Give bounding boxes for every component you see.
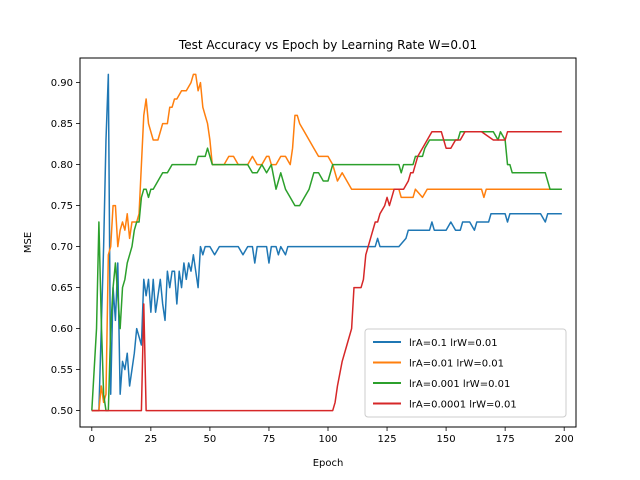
chart-title: Test Accuracy vs Epoch by Learning Rate … [178,38,477,52]
legend-box [364,328,567,418]
x-tick-label: 0 [89,434,95,445]
y-tick-label: 0.85 [51,119,73,130]
series-line-1 [91,73,562,412]
x-tick-label: 75 [263,434,276,445]
legend: lrA=0.1 lrW=0.01 lrA=0.01 lrW=0.01 lrA=0.0… [364,328,567,418]
legend-label-2: lrA=0.01 lrW=0.01 [409,359,504,370]
legend-label-1: lrA=0.1 lrW=0.01 [409,338,498,349]
y-tick-label: 0.55 [51,365,73,376]
x-tick-label: 100 [318,434,337,445]
series-line-3 [91,131,562,412]
y-tick-label: 0.75 [51,201,73,212]
x-tick-label: 200 [555,434,574,445]
x-tick-label: 125 [378,434,397,445]
legend-label-3: lrA=0.001 lrW=0.01 [409,379,510,390]
y-tick-label: 0.90 [51,78,73,89]
y-tick-label: 0.70 [51,242,73,253]
y-tick-label: 0.80 [51,160,73,171]
y-tick-label: 0.50 [51,406,73,417]
legend-label-4: lrA=0.0001 lrW=0.01 [409,400,517,411]
x-axis: 0 25 50 75 100 125 150 175 200 [89,427,574,445]
y-tick-label: 0.65 [51,283,73,294]
series-line-4 [91,131,562,412]
x-axis-label: Epoch [313,458,344,469]
y-tick-label: 0.60 [51,324,73,335]
y-axis: 0.50 0.55 0.60 0.65 0.70 0.75 0.80 0.85 0.90 [51,78,80,417]
x-tick-label: 25 [144,434,157,445]
series-layer [91,73,562,412]
y-axis-label: MSE [23,232,34,253]
x-tick-label: 150 [437,434,456,445]
x-tick-label: 50 [204,434,217,445]
x-tick-label: 175 [496,434,515,445]
